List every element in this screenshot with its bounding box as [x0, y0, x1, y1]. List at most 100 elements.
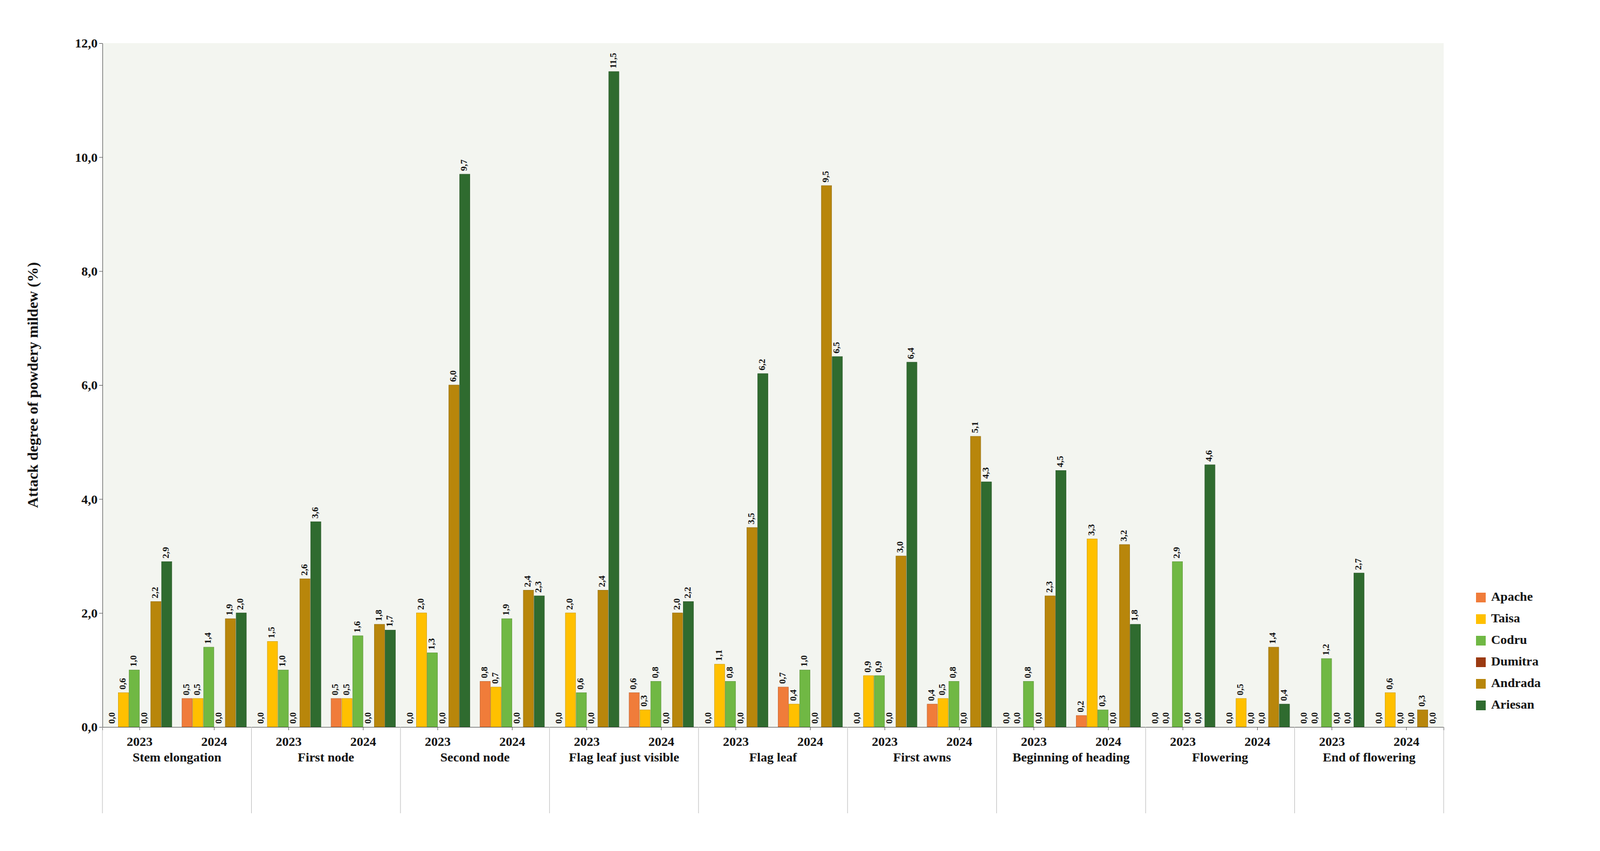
data-label: 2,6 [299, 563, 310, 576]
group-label: Flag leaf just visible [568, 749, 680, 764]
bar [927, 704, 938, 727]
data-label: 2,0 [671, 597, 682, 610]
tick-label: 2024 [201, 734, 227, 749]
tick: 2023 [126, 726, 153, 749]
group-divider [1145, 726, 1147, 813]
group-label: End of flowering [1322, 749, 1416, 764]
tick: 2024 [350, 726, 377, 749]
bar [140, 726, 151, 728]
legend-swatch [1476, 592, 1486, 603]
bar [161, 561, 172, 727]
data-label: 0,0 [809, 712, 820, 724]
data-label: 1,7 [384, 615, 395, 627]
data-label: 0,8 [947, 666, 958, 678]
bar [267, 641, 278, 728]
data-label: 0,0 [404, 712, 416, 724]
data-label: 0,6 [1384, 677, 1395, 689]
group-divider [996, 726, 997, 813]
tick-mark [437, 726, 439, 730]
data-label: 0,6 [117, 677, 128, 689]
tick: 2,0 [81, 605, 103, 620]
bar [821, 185, 832, 727]
data-label: 3,2 [1118, 529, 1129, 542]
bar [1194, 726, 1205, 728]
bar [565, 612, 576, 727]
legend-swatch [1476, 700, 1486, 710]
tick: 2024 [1095, 726, 1122, 749]
bar [203, 646, 215, 727]
bar [948, 680, 960, 727]
data-label: 1,2 [1320, 643, 1331, 655]
data-label: 1,5 [266, 626, 277, 638]
data-label: 0,0 [1298, 712, 1309, 724]
bar [374, 624, 385, 727]
bar [1183, 726, 1194, 728]
data-label: 0,0 [585, 712, 597, 724]
data-label: 0,0 [139, 712, 150, 724]
bar [554, 726, 565, 728]
bar [1406, 726, 1417, 728]
axis-line [102, 727, 1445, 731]
bar [214, 726, 225, 728]
data-label: 0,7 [490, 671, 501, 684]
bar [1236, 698, 1247, 727]
data-label: 1,9 [500, 603, 512, 616]
axis-title: Attack degree of powdery mildew (%) [24, 261, 41, 508]
data-label: 6,0 [447, 370, 459, 382]
data-label: 4,3 [980, 466, 991, 479]
legend-label: Codru [1491, 632, 1528, 647]
data-label: 0,0 [1033, 712, 1044, 724]
bar [225, 618, 236, 727]
data-label: 3,6 [309, 506, 321, 519]
bar [1225, 726, 1236, 728]
bar [725, 680, 736, 727]
bar [938, 698, 949, 727]
bar [576, 692, 587, 727]
tick-mark [139, 726, 141, 730]
tick-mark [1108, 726, 1109, 730]
tick-label: 2024 [1095, 734, 1122, 749]
tick-label: 4,0 [81, 492, 98, 507]
group-label: First awns [893, 749, 951, 764]
data-label: 3,5 [746, 512, 757, 524]
bar [789, 704, 800, 727]
tick: 2023 [1169, 726, 1196, 749]
axis-line [102, 43, 103, 728]
tick: 6,0 [81, 377, 103, 392]
data-label: 1,3 [426, 637, 437, 650]
data-label: 2,9 [160, 546, 171, 558]
tick: 2024 [648, 726, 675, 749]
data-label: 2,7 [1353, 557, 1364, 570]
bar [906, 362, 917, 727]
data-label: 0,5 [936, 683, 948, 695]
data-label: 0,9 [873, 660, 884, 673]
data-label: 0,0 [958, 712, 969, 724]
tick: 2023 [1319, 726, 1346, 749]
data-label: 0,0 [1405, 712, 1417, 724]
data-label: 0,8 [479, 666, 490, 678]
bar [1056, 470, 1067, 728]
series [129, 561, 1332, 727]
bar [1384, 692, 1396, 727]
bar [310, 521, 321, 727]
data-label: 2,0 [415, 597, 426, 610]
data-label: 0,0 [1427, 712, 1438, 724]
data-label: 2,0 [564, 597, 575, 610]
data-label: 0,5 [341, 683, 352, 695]
x-axis: 2023202420232024202320242023202420232024… [102, 726, 1445, 749]
tick: 0,0 [81, 719, 103, 734]
bar [1012, 726, 1023, 728]
tick-mark [362, 726, 364, 730]
bar [735, 726, 747, 728]
bar [757, 373, 769, 727]
tick-label: 2023 [276, 734, 302, 749]
tick-mark [586, 726, 588, 730]
data-label: 1,9 [224, 603, 235, 616]
tick-mark [735, 726, 736, 730]
y-axis: 0,02,04,06,08,010,012,0 [74, 36, 103, 734]
group-divider [251, 726, 252, 813]
bar [1246, 726, 1258, 728]
data-label: 2,4 [522, 575, 533, 588]
bar [895, 555, 907, 727]
data-label: 0,3 [638, 694, 650, 707]
